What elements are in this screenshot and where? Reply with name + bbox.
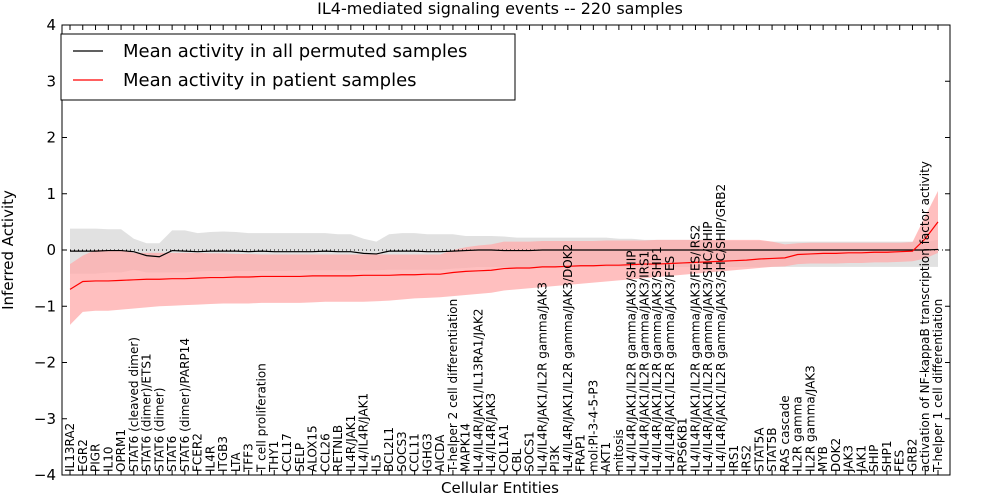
x-tick-label: mol:PI-3-4-5-P3 <box>586 380 600 472</box>
x-axis-label: Cellular Entities <box>441 479 559 497</box>
x-tick-label: IL4/IL4R/JAK3 <box>484 393 498 472</box>
x-tick-label: activation of NF-kappaB transcription fa… <box>918 161 932 472</box>
x-tick-label: IL4/IL4R/JAK1/IL13RA1/JAK2 <box>471 309 485 473</box>
y-tick-label: 3 <box>46 72 56 90</box>
x-tick-label: SELP <box>293 443 307 472</box>
line-permuted <box>70 248 939 258</box>
x-tick-label: IL13RA2 <box>63 423 77 472</box>
x-tick-label: EGR2 <box>76 439 90 472</box>
x-tick-label: FCER2 <box>191 433 205 472</box>
x-tick-label: IL4/IL4R/JAK1/IL2R gamma/JAK3/IRS1 <box>637 251 651 472</box>
x-tick-label: IL10 <box>101 447 115 473</box>
legend-label-permuted: Mean activity in all permuted samples <box>123 41 467 62</box>
x-tick-label: FES <box>893 450 907 472</box>
x-tick-label: MYB <box>816 446 830 472</box>
x-tick-label: IRS2 <box>740 445 754 472</box>
x-tick-label: IL4/IL4R/JAK1/IL2R gamma/JAK3/FES/IRS2 <box>688 225 702 472</box>
series-lines <box>69 221 939 290</box>
x-tick-label: T cell proliferation <box>254 363 268 473</box>
x-tick-label: STAT6 (dimer)/PARP14 <box>178 338 192 472</box>
x-tick-label: DOK2 <box>829 438 843 472</box>
x-tick-label: ITGB3 <box>216 436 230 472</box>
y-tick-label: 2 <box>46 129 56 147</box>
x-tick-label: STAT6 (cleaved dimer) <box>127 337 141 472</box>
y-tick-label: 1 <box>46 185 56 203</box>
y-axis-label: Inferred Activity <box>0 190 17 310</box>
x-tick-label: IGHG3 <box>420 433 434 472</box>
x-tick-label: RAS cascade <box>778 395 792 472</box>
x-tick-label: STAT6 (dimer) <box>152 388 166 472</box>
x-tick-label: AICDA <box>433 434 447 472</box>
x-tick-label: PI3K <box>548 445 562 472</box>
x-tick-label: CCL26 <box>318 433 332 472</box>
x-tick-label: SHIP <box>867 445 881 472</box>
line-patient <box>69 221 939 290</box>
x-tick-label: COL1A1 <box>497 424 511 472</box>
x-tick-label: MAPK14 <box>459 423 473 472</box>
y-axis-ticks: −4 −3 −2 −1 0 1 2 3 4 <box>34 16 950 484</box>
x-tick-label: IL4R <box>203 446 217 472</box>
x-tick-label: RETNLB <box>331 425 345 472</box>
confidence-bands <box>70 190 938 325</box>
x-tick-label: STAT5B <box>765 428 779 473</box>
x-tick-label: FRAP1 <box>574 434 588 472</box>
y-tick-label: 0 <box>46 241 56 259</box>
x-tick-label: OPRM1 <box>114 429 128 472</box>
x-tick-label: IL4/IL4R/JAK1/IL2R gamma/JAK3 <box>535 282 549 472</box>
x-tick-label: THY1 <box>267 441 281 473</box>
band-patient <box>70 190 938 325</box>
x-tick-label: IL2R gamma <box>791 396 805 472</box>
x-tick-label: mitosis <box>612 429 626 472</box>
x-tick-label: RPS6KB1 <box>676 417 690 472</box>
x-tick-label: STAT6 <box>165 436 179 472</box>
chart-title: IL4-mediated signaling events -- 220 sam… <box>317 0 683 18</box>
x-tick-label: STAT5A <box>752 427 766 472</box>
x-tick-label: GRB2 <box>905 438 919 472</box>
x-tick-label: IL4/IL4R/JAK1/IL2R gamma/JAK3/FES <box>663 256 677 472</box>
y-tick-label: 4 <box>46 16 56 34</box>
x-tick-label: IL4/IL4R/JAK1/IL2R gamma/JAK3/SHIP <box>625 251 639 472</box>
x-tick-label: LTA <box>229 452 243 472</box>
x-tick-label: IL5 <box>369 454 383 472</box>
x-tick-label: TFF3 <box>242 443 256 473</box>
x-tick-label: SOCS1 <box>523 431 537 472</box>
x-tick-label: SHP1 <box>880 440 894 472</box>
x-tick-label: CBL <box>510 448 524 472</box>
legend: Mean activity in all permuted samples Me… <box>60 33 516 101</box>
x-tick-label: AKT1 <box>599 442 613 472</box>
x-tick-label: IL4/IL4R/JAK1/IL2R gamma/JAK3/DOK2 <box>561 244 575 472</box>
y-tick-label: −4 <box>34 466 56 484</box>
x-tick-label: IL4R/JAK1 <box>344 415 358 472</box>
x-tick-label: IL4/IL4R/JAK1/IL2R gamma/JAK3/SHP1 <box>650 246 664 472</box>
legend-label-patient: Mean activity in patient samples <box>123 70 417 91</box>
x-tick-label: PIGR <box>89 444 103 472</box>
x-tick-label: ALOX15 <box>306 425 320 472</box>
x-tick-label: STAT6 (dimer)/ETS1 <box>140 353 154 472</box>
x-tick-label: IL4/IL4R/JAK1 <box>357 393 371 472</box>
x-tick-label: JAK1 <box>854 445 868 473</box>
x-tick-label: BCL2L1 <box>382 427 396 472</box>
x-tick-label: JAK3 <box>842 445 856 473</box>
x-tick-label: IL2R gamma/JAK3 <box>803 365 817 472</box>
x-tick-label: IL4/IL4R/JAK1/IL2R gamma/JAK3/SHC/SHIP/G… <box>714 184 728 472</box>
x-tick-label: CCL11 <box>408 433 422 472</box>
x-tick-label: T-helper 2 cell differentiation <box>446 299 460 473</box>
x-tick-label: IRS1 <box>727 445 741 472</box>
legend-box <box>60 33 516 101</box>
y-tick-label: −3 <box>34 410 56 428</box>
y-tick-label: −1 <box>34 297 56 315</box>
x-tick-label: CCL17 <box>280 433 294 472</box>
y-tick-label: −2 <box>34 354 56 372</box>
x-tick-label: SOCS3 <box>395 431 409 472</box>
x-tick-label: IL4/IL4R/JAK1/IL2R gamma/JAK3/SHC/SHIP <box>701 221 715 472</box>
x-tick-label: T-helper 1 cell differentiation <box>931 299 945 473</box>
